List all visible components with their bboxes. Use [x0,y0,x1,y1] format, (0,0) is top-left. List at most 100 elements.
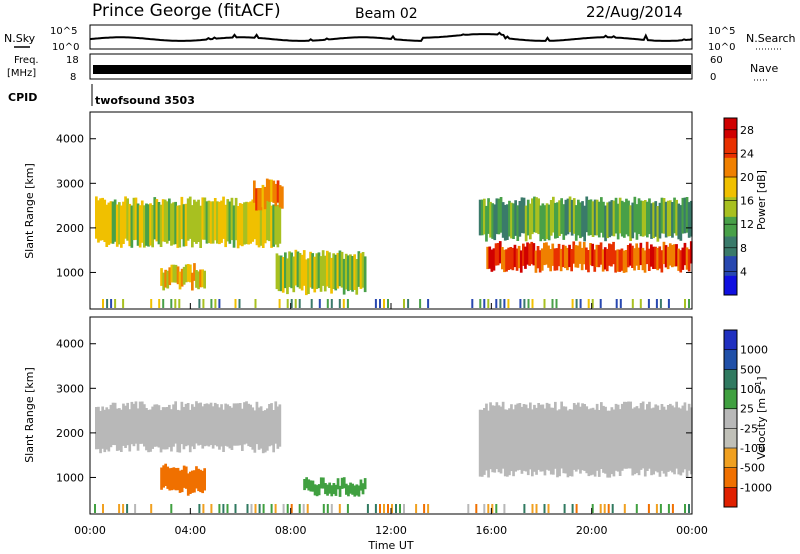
velocity-cell [574,404,578,472]
velocity-cell [305,477,308,489]
velocity-cell [415,504,418,513]
nsky-tick-bottom: 10^0 [52,42,79,53]
velocity-cell [363,478,367,490]
power-cell [577,199,580,236]
power-cell [298,253,302,289]
velocity-cell [102,504,104,513]
power-cell [591,299,594,308]
power-cell [203,270,206,289]
power-colorbar-tick-label: 4 [740,265,747,278]
power-cell [336,252,340,289]
power-cell [238,299,241,308]
power-cell [633,248,636,271]
power-cell [524,205,528,242]
power-cell [277,255,281,292]
power-cell [243,202,246,245]
power-cell [103,199,107,242]
velocity-cell [485,403,488,471]
power-cell [216,201,219,244]
velocity-cell [659,504,662,513]
power-cell [338,250,342,287]
velocity-cell [506,409,509,477]
velocity-cell [549,407,553,475]
power-cell [664,245,668,268]
velocity-cell [122,403,125,446]
velocity-cell [637,408,641,476]
velocity-cell [263,410,267,453]
power-cell [230,197,234,241]
velocity-cell [249,404,252,447]
velocity-panel: 4000 3000 2000 1000 00:00 04:00 08:00 12:00 16:… [23,303,708,552]
power-cell [292,256,296,293]
power-cell [383,299,385,308]
velocity-cell [374,504,377,513]
power-cell [495,198,499,235]
power-cell [281,186,284,209]
velocity-cell [677,407,681,475]
power-cell [671,244,674,268]
power-cell [652,202,655,239]
power-cell [564,245,567,269]
power-cell [614,197,618,234]
velocity-ylabel: Slant Range [km] [23,367,36,463]
power-cell [321,250,325,286]
velocity-cell [543,504,546,513]
power-cell [505,249,508,272]
velocity-colorbar-tick-label: 25 [740,403,754,416]
velocity-cell [306,504,309,513]
freq-frame [89,53,693,80]
velocity-cell [541,404,545,472]
velocity-colorbar-tick-label: -100 [740,442,765,455]
power-cell [184,203,188,247]
velocity-cell [355,484,359,496]
velocity-cell [423,504,426,513]
velocity-cell [660,404,664,471]
power-cell [522,197,526,234]
velocity-cell [516,403,520,471]
velocity-cell [349,482,352,494]
power-cell [566,198,570,235]
velocity-cell [245,401,248,444]
velocity-cell [591,407,595,475]
velocity-cell [176,467,180,491]
power-cell [531,299,534,308]
velocity-cell [224,403,227,446]
velocity-cell [247,403,250,447]
power-cell [603,247,607,270]
velocity-cell [512,409,515,477]
power-cell [191,205,194,248]
power-cell [199,205,202,248]
power-colorbar-segment [724,137,737,158]
velocity-cell [332,483,336,495]
power-cell [210,299,213,308]
velocity-cell [272,410,275,453]
velocity-cell [326,504,329,513]
velocity-cell [652,407,655,475]
velocity-cell [664,409,668,477]
velocity-cell [483,504,486,513]
power-cell [631,299,634,308]
power-cell [294,249,298,286]
power-cell [585,247,588,270]
velocity-cell [499,406,503,474]
power-cell [328,252,331,288]
velocity-cell [226,404,230,447]
velocity-cell [671,405,674,473]
velocity-cell [683,402,687,470]
velocity-cell [94,504,96,513]
power-cell [195,201,198,244]
power-data [95,178,693,308]
power-colorbar-tick-label: 8 [740,242,747,255]
power-cell [170,203,173,246]
velocity-cell [631,408,635,476]
power-cell [626,245,630,268]
nsearch-tick-bottom: 10^0 [708,42,735,53]
velocity-cell [571,504,574,513]
x-tick-label: 00:00 [676,524,708,537]
power-cell [180,196,184,240]
power-colorbar-segment [724,118,737,139]
velocity-cell [491,504,494,513]
velocity-cell [607,504,610,513]
power-cell [566,247,569,271]
power-cell [514,200,517,236]
